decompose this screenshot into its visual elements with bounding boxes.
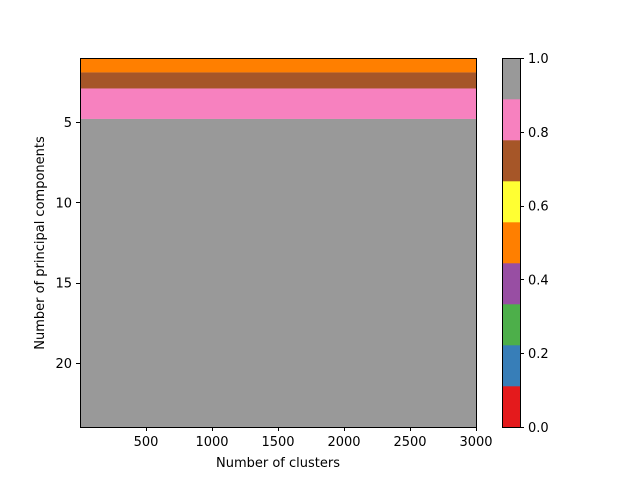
y-tick-label: 5 (64, 116, 72, 131)
colorbar-segment-5 (502, 181, 520, 223)
x-tick-label: 3000 (459, 435, 492, 450)
heatmap-bands (80, 58, 476, 428)
y-axis-label: Number of principal components (33, 136, 48, 350)
y-tick-label: 20 (55, 357, 72, 372)
y-axis-ticks: 5 10 15 20 (55, 116, 80, 372)
x-tick-label: 1000 (195, 435, 228, 450)
heatmap-band-1 (80, 72, 476, 89)
x-axis-ticks: 500 1000 1500 2000 2500 3000 (134, 427, 493, 450)
colorbar-tick-label: 1.0 (528, 52, 549, 67)
colorbar-ticks: 0.0 0.2 0.4 0.6 0.8 1.0 (520, 52, 549, 436)
colorbar-segment-4 (502, 222, 520, 264)
y-tick-label: 15 (55, 277, 72, 292)
colorbar-tick-label: 0.4 (528, 273, 549, 288)
x-tick-label: 2000 (327, 435, 360, 450)
colorbar-segment-2 (502, 304, 520, 346)
colorbar-tick-label: 0.2 (528, 347, 549, 362)
colorbar-frame (502, 58, 521, 428)
y-tick-label: 10 (55, 196, 72, 211)
heatmap-band-3 (80, 118, 476, 428)
colorbar-segment-8 (502, 58, 520, 100)
x-tick-label: 500 (134, 435, 159, 450)
heatmap-band-2 (80, 88, 476, 119)
colorbar-segment-3 (502, 263, 520, 305)
x-axis-label: Number of clusters (216, 456, 340, 471)
colorbar-tick-label: 0.8 (528, 126, 549, 141)
colorbar-segment-7 (502, 99, 520, 141)
colorbar-segment-0 (502, 386, 520, 428)
x-tick-label: 2500 (393, 435, 426, 450)
heatmap-band-0 (80, 58, 476, 73)
colorbar (502, 58, 521, 428)
colorbar-segment-1 (502, 345, 520, 387)
colorbar-tick-label: 0.6 (528, 200, 549, 215)
colorbar-tick-label: 0.0 (528, 421, 549, 436)
x-tick-label: 1500 (261, 435, 294, 450)
colorbar-segment-6 (502, 140, 520, 182)
